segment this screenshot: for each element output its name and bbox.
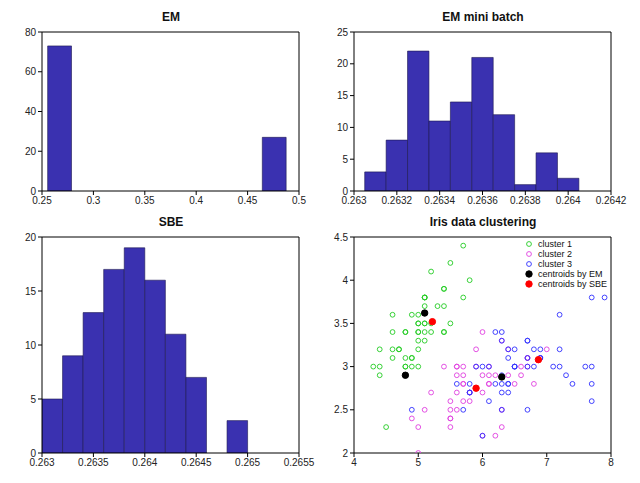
svg-text:7: 7 bbox=[544, 457, 550, 468]
svg-text:0.264: 0.264 bbox=[132, 457, 157, 468]
svg-text:0.265: 0.265 bbox=[235, 457, 260, 468]
svg-text:40: 40 bbox=[25, 106, 37, 117]
svg-text:3: 3 bbox=[342, 361, 348, 372]
html-text:cluster 2: cluster 2 bbox=[538, 249, 572, 259]
svg-text:0.2642: 0.2642 bbox=[596, 195, 627, 206]
html-text:centroids by SBE: centroids by SBE bbox=[538, 279, 607, 289]
html-text:Iris data clustering: Iris data clustering bbox=[429, 215, 537, 229]
html-text:EM mini batch: EM mini batch bbox=[442, 10, 524, 24]
svg-text:0.2632: 0.2632 bbox=[382, 195, 413, 206]
svg-text:20: 20 bbox=[25, 232, 37, 243]
svg-text:5: 5 bbox=[342, 154, 348, 165]
svg-text:0.45: 0.45 bbox=[238, 195, 258, 206]
svg-text:10: 10 bbox=[337, 122, 349, 133]
svg-text:0.264: 0.264 bbox=[556, 195, 581, 206]
svg-text:0.35: 0.35 bbox=[135, 195, 155, 206]
svg-text:80: 80 bbox=[25, 27, 37, 38]
html-text:cluster 1: cluster 1 bbox=[538, 239, 572, 249]
svg-text:0.2636: 0.2636 bbox=[467, 195, 498, 206]
svg-text:15: 15 bbox=[337, 90, 349, 101]
svg-text:0.25: 0.25 bbox=[32, 195, 52, 206]
svg-text:0: 0 bbox=[30, 448, 36, 459]
svg-text:4: 4 bbox=[351, 457, 357, 468]
svg-text:20: 20 bbox=[337, 58, 349, 69]
svg-text:4.5: 4.5 bbox=[334, 232, 348, 243]
svg-text:8: 8 bbox=[608, 457, 614, 468]
svg-text:2.5: 2.5 bbox=[334, 404, 348, 415]
svg-text:6: 6 bbox=[480, 457, 486, 468]
html-text:SBE: SBE bbox=[158, 215, 184, 229]
svg-text:3.5: 3.5 bbox=[334, 318, 348, 329]
svg-text:0.4: 0.4 bbox=[189, 195, 203, 206]
svg-text:0: 0 bbox=[30, 186, 36, 197]
svg-text:0.2645: 0.2645 bbox=[181, 457, 212, 468]
svg-text:10: 10 bbox=[25, 340, 37, 351]
svg-text:0.3: 0.3 bbox=[86, 195, 100, 206]
svg-text:0.263: 0.263 bbox=[341, 195, 366, 206]
svg-text:5: 5 bbox=[415, 457, 421, 468]
svg-text:2: 2 bbox=[342, 448, 348, 459]
svg-text:60: 60 bbox=[25, 66, 37, 77]
svg-text:5: 5 bbox=[30, 394, 36, 405]
svg-text:25: 25 bbox=[337, 27, 349, 38]
html-text:EM: EM bbox=[162, 10, 180, 24]
html-text:cluster 3: cluster 3 bbox=[538, 259, 572, 269]
svg-text:4: 4 bbox=[342, 275, 348, 286]
svg-text:0.2655: 0.2655 bbox=[284, 457, 315, 468]
svg-text:15: 15 bbox=[25, 286, 37, 297]
svg-text:0.2635: 0.2635 bbox=[78, 457, 109, 468]
svg-text:0.5: 0.5 bbox=[292, 195, 306, 206]
svg-text:0: 0 bbox=[342, 186, 348, 197]
svg-text:20: 20 bbox=[25, 146, 37, 157]
svg-text:0.263: 0.263 bbox=[29, 457, 54, 468]
svg-text:0.2638: 0.2638 bbox=[510, 195, 541, 206]
svg-text:0.2634: 0.2634 bbox=[424, 195, 455, 206]
html-text:centroids by EM: centroids by EM bbox=[538, 269, 603, 279]
